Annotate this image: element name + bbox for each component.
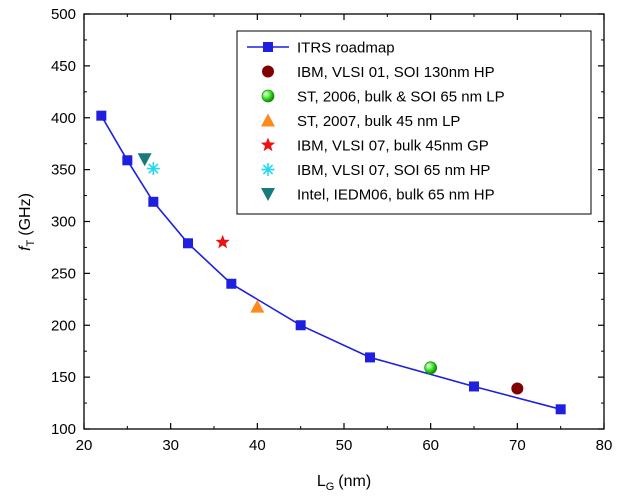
legend-label: IBM, VLSI 07, bulk 45nm GP [297,138,489,155]
x-tick-label: 60 [422,437,439,454]
legend-item: Intel, IEDM06, bulk 65 nm HP [261,187,495,204]
y-axis-label-subscript: T [25,239,37,246]
series-0 [96,110,566,415]
y-tick-label: 300 [51,214,76,231]
x-axis-label-main: L [317,473,326,490]
x-tick-label: 50 [336,437,353,454]
y-axis-label-unit: (GHz) [17,193,34,236]
legend-item: IBM, VLSI 07, bulk 45nm GP [260,137,489,155]
legend-label: IBM, VLSI 01, SOI 130nm HP [297,64,495,81]
series-2 [424,361,438,375]
data-point [137,153,152,167]
y-tick-label: 450 [51,58,76,75]
legend-marker [263,42,273,52]
data-point [250,299,265,313]
data-point [555,404,566,415]
x-tick-label: 40 [249,437,266,454]
legend-item: IBM, VLSI 07, SOI 65 nm HP [261,162,490,179]
legend-marker [261,113,275,127]
legend-marker [262,65,274,78]
plot-area [96,110,566,415]
legend-marker [261,188,275,201]
data-point [146,162,160,176]
y-axis: 100 150 200 250 300 350 400 450 500 [51,6,604,438]
x-tick-label: 30 [162,437,179,454]
series-5 [146,162,160,176]
y-tick-label: 500 [51,6,76,23]
legend-marker [261,89,275,103]
y-tick-label: 250 [51,265,76,282]
data-point [148,196,159,207]
x-axis-label-subscript: G [326,481,335,493]
x-axis-label: LG (nm) [317,473,371,493]
data-point [295,320,306,331]
x-tick-label: 80 [596,437,613,454]
legend-item: ITRS roadmap [247,40,395,57]
data-point [365,352,375,363]
data-point [96,110,107,121]
data-point [511,382,524,395]
legend-label: ST, 2006, bulk & SOI 65 nm LP [297,89,505,106]
y-tick-label: 200 [51,317,76,334]
y-axis-label-main: f [17,245,34,251]
legend-box [236,30,592,215]
legend-marker [260,137,276,152]
y-tick-label: 400 [51,110,76,127]
data-point [469,381,479,392]
x-tick-label: 20 [76,437,93,454]
y-tick-label: 100 [51,421,76,438]
legend-label: IBM, VLSI 07, SOI 65 nm HP [297,162,490,179]
y-axis-label: fT (GHz) [17,193,37,251]
data-point [215,234,230,249]
series-6 [137,153,152,167]
series-3 [250,299,265,313]
series-4 [215,234,230,249]
legend-item: ST, 2007, bulk 45 nm LP [261,113,460,130]
y-tick-label: 150 [51,369,76,386]
legend-item: IBM, VLSI 01, SOI 130nm HP [262,64,495,81]
x-tick-label: 70 [509,437,526,454]
x-axis-label-unit: (nm) [338,473,371,490]
data-point [183,238,193,249]
data-point [226,278,237,289]
legend-label: ITRS roadmap [297,40,395,57]
y-tick-label: 350 [51,162,76,179]
legend-label: ST, 2007, bulk 45 nm LP [297,113,460,130]
legend-label: Intel, IEDM06, bulk 65 nm HP [297,187,495,204]
legend-marker [261,163,275,176]
legend: ITRS roadmap IBM, VLSI 01, SOI 130nm HP ST… [236,30,592,215]
data-point [424,361,438,375]
x-axis: 20 30 40 50 60 70 80 [76,14,613,454]
series-1 [511,382,524,395]
legend-item: ST, 2006, bulk & SOI 65 nm LP [261,89,505,106]
data-point [122,155,133,166]
